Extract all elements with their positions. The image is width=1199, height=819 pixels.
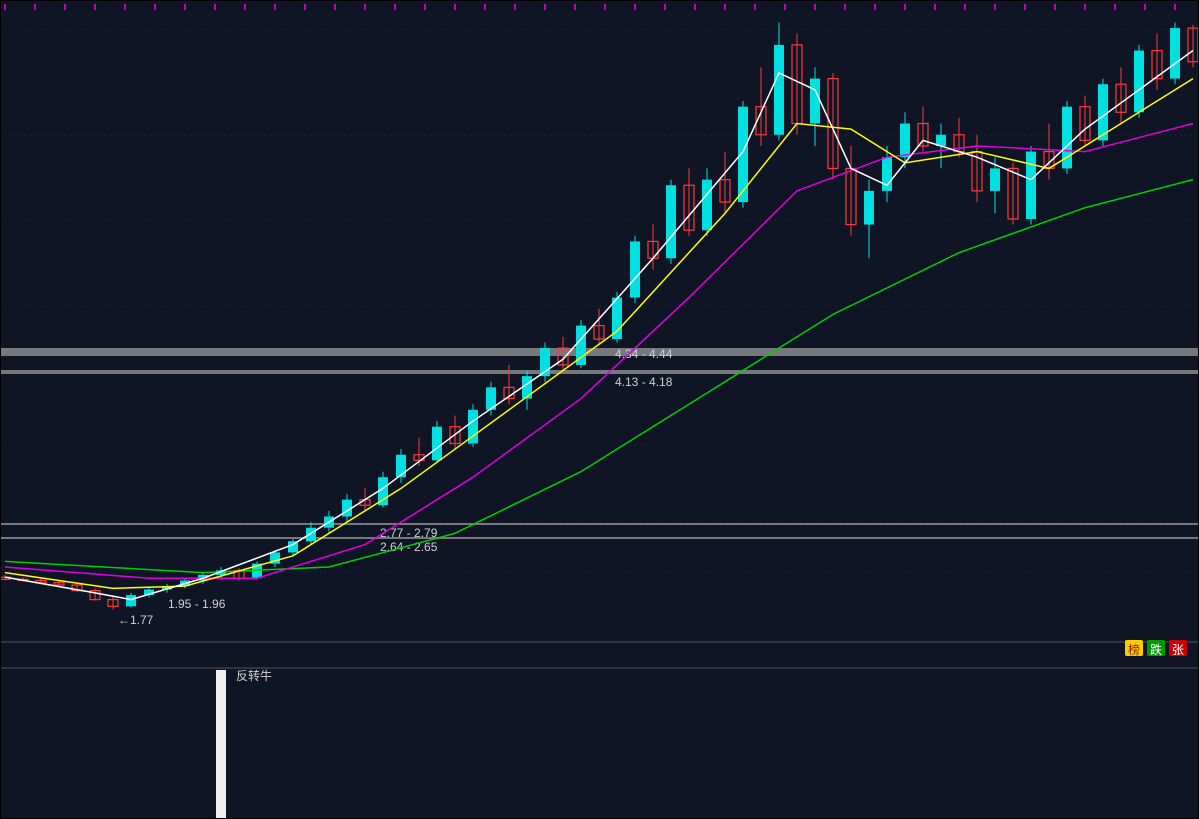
candle-body-up (1026, 152, 1036, 219)
candle-body-up (900, 124, 910, 158)
low-label: 1.95 - 1.96 (168, 597, 226, 611)
candle-body-up (810, 79, 820, 124)
indicator-label: 反转牛 (236, 668, 272, 683)
candle-body-up (306, 528, 316, 541)
price-level-label: 4.13 - 4.18 (615, 375, 673, 389)
price-level-label: 2.64 - 2.65 (380, 540, 438, 554)
candle-body-up (522, 376, 532, 398)
candle-body-up (702, 180, 712, 231)
candle-body-up (1134, 51, 1144, 113)
price-level-band (0, 370, 1199, 374)
price-level-band (0, 523, 1199, 525)
candle-body-up (990, 168, 1000, 190)
candle-body-up (774, 45, 784, 135)
low-marker: ←1.77 (118, 613, 154, 627)
status-badge-label: 张 (1172, 643, 1184, 657)
price-level-band (0, 348, 1199, 356)
candle-body-up (126, 595, 136, 606)
status-badge-label: 榜 (1128, 642, 1140, 657)
chart-svg[interactable]: 4.34 - 4.444.13 - 4.182.77 - 2.792.64 - … (0, 0, 1199, 819)
candle-body-up (432, 427, 442, 461)
candle-body-up (1170, 28, 1180, 79)
candle-body-up (864, 191, 874, 225)
candle-body-up (666, 185, 676, 258)
candle-body-up (576, 326, 586, 365)
price-level-band (0, 537, 1199, 539)
candle-body-up (630, 241, 640, 297)
indicator-bar (216, 670, 226, 819)
stock-chart-container: 4.34 - 4.444.13 - 4.182.77 - 2.792.64 - … (0, 0, 1199, 819)
candle-body-up (396, 455, 406, 477)
status-badge-label: 跌 (1150, 642, 1162, 657)
candle-body-up (738, 107, 748, 202)
